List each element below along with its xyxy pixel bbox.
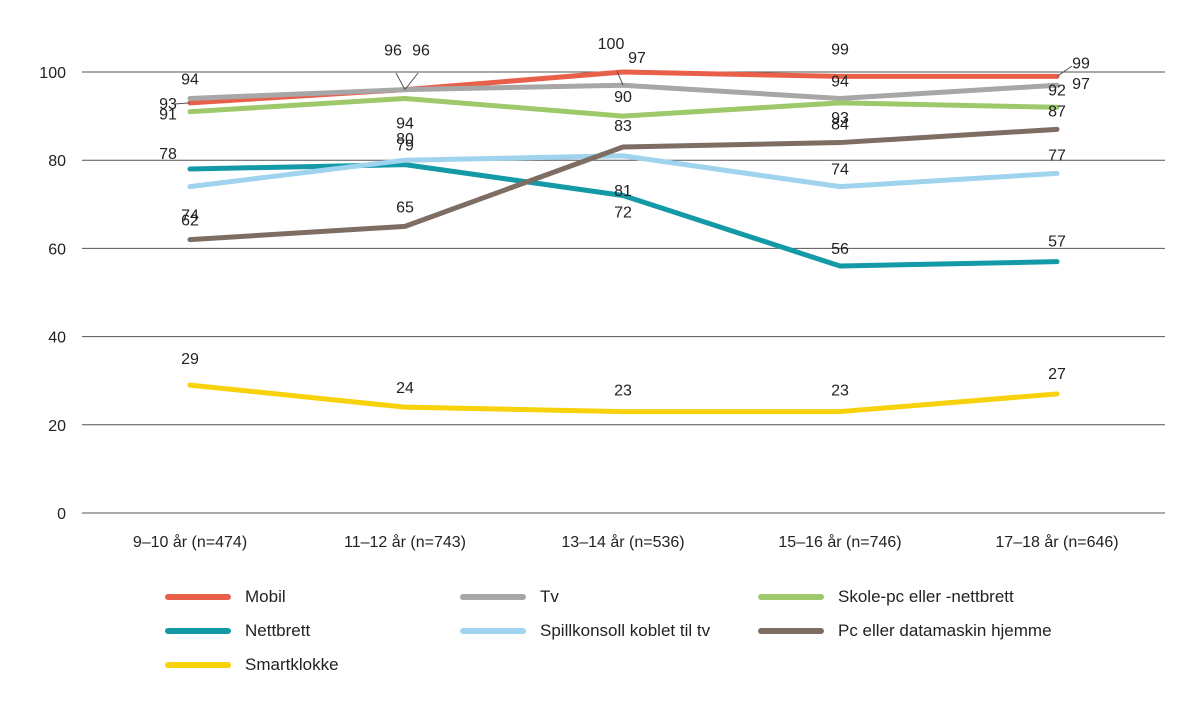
data-label: 94 [831,73,849,90]
data-label: 78 [159,146,177,163]
data-label: 27 [1048,366,1066,383]
series-line-4 [187,153,1060,190]
data-label: 23 [831,383,849,400]
label-leader-line [1056,65,1073,77]
data-label: 97 [628,50,646,67]
data-label: 72 [614,204,632,221]
data-label: 84 [831,117,849,134]
data-label: 24 [396,380,414,397]
x-tick-label: 17–18 år (n=646) [995,533,1118,551]
y-tick-label: 40 [48,330,66,347]
series-line-2 [187,95,1060,119]
data-labels: 93 96 100 99 99 94 96 97 94 97 91 94 90 93 92 78 79 72 56 5… [159,36,1090,400]
data-label: 74 [181,208,199,225]
data-label: 90 [614,89,632,106]
data-label: 100 [598,36,625,53]
data-label: 81 [614,183,632,200]
y-tick-label: 0 [57,506,66,523]
data-label: 56 [831,241,849,258]
data-label: 65 [396,199,414,216]
data-label: 23 [614,383,632,400]
x-tick-label: 15–16 år (n=746) [778,533,901,551]
data-label: 92 [1048,82,1066,99]
gridlines [82,71,1165,514]
data-label: 83 [614,118,632,135]
data-label: 97 [1072,76,1090,93]
series-line-5 [187,126,1060,243]
data-label: 99 [831,41,849,58]
y-tick-label: 80 [48,153,66,170]
series-lines [187,69,1060,415]
data-label: 96 [384,43,402,60]
data-label: 80 [396,131,414,148]
y-tick-label: 100 [39,65,66,82]
data-label: 74 [831,162,849,179]
data-label: 57 [1048,234,1066,251]
y-tick-label: 20 [48,418,66,435]
label-leader-line [395,72,406,90]
label-leader-line [616,70,624,86]
label-leaders [173,65,1073,105]
y-axis-ticks: 0 20 40 60 80 100 [39,65,66,523]
series-line-3 [187,162,1060,269]
series-line-6 [187,382,1060,415]
x-tick-label: 11–12 år (n=743) [344,533,466,551]
data-label: 96 [412,43,430,60]
x-axis-ticks: 9–10 år (n=474) 11–12 år (n=743) 13–14 år … [133,533,1119,551]
data-label: 94 [181,71,199,88]
y-tick-label: 60 [48,241,66,258]
data-label: 87 [1048,103,1066,120]
data-label: 29 [181,351,199,368]
label-leader-line [404,72,419,90]
data-label: 91 [159,107,177,124]
x-tick-label: 9–10 år (n=474) [133,533,247,551]
data-label: 94 [396,115,414,132]
data-label: 93 [159,96,177,113]
data-label: 79 [396,138,414,155]
data-label: 93 [831,110,849,127]
label-leader-line [173,102,191,105]
data-label: 99 [1072,55,1090,72]
x-tick-label: 13–14 år (n=536) [561,533,684,551]
data-label: 62 [181,213,199,230]
data-label: 77 [1048,147,1066,164]
